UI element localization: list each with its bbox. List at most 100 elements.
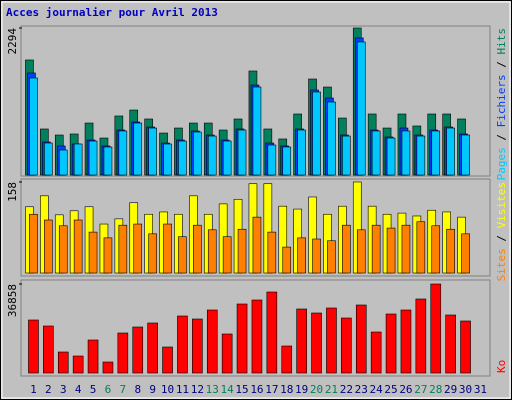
bar: [236, 303, 248, 374]
x-tick-label: 28: [429, 383, 442, 396]
x-tick-label: 25: [384, 383, 397, 396]
x-tick-label: 22: [340, 383, 353, 396]
bar: [206, 309, 218, 374]
bar: [148, 233, 157, 274]
x-tick-label: 14: [221, 383, 235, 396]
bar: [178, 140, 187, 176]
bar: [252, 216, 262, 274]
bar: [415, 298, 427, 374]
bar: [177, 315, 188, 374]
x-tick-label: 12: [191, 383, 204, 396]
bar: [312, 91, 321, 176]
bar: [282, 146, 292, 176]
bar: [282, 246, 292, 274]
bar: [446, 228, 455, 274]
bar: [386, 137, 396, 176]
bar: [431, 225, 441, 274]
bar: [266, 291, 278, 374]
bar: [267, 231, 277, 274]
bar: [163, 143, 172, 176]
bar: [103, 146, 113, 176]
x-tick-label: 24: [370, 383, 384, 396]
bar: [370, 331, 382, 374]
x-tick-label: 10: [161, 383, 174, 396]
bar: [342, 135, 351, 176]
x-tick-label: 5: [90, 383, 97, 396]
bar: [401, 224, 411, 274]
bar: [87, 339, 99, 374]
x-tick-label: 7: [120, 383, 127, 396]
bar: [355, 304, 367, 374]
bar: [297, 129, 306, 176]
x-tick-label: 1: [30, 383, 37, 396]
bar: [460, 320, 471, 374]
bar: [251, 299, 263, 374]
x-tick-label: 19: [295, 383, 308, 396]
bar: [386, 227, 396, 274]
bar: [221, 333, 233, 374]
legend-entry: Fichiers: [495, 74, 508, 127]
x-tick-label: 11: [176, 383, 189, 396]
bar: [312, 238, 321, 274]
bar: [58, 225, 68, 274]
bar: [193, 131, 202, 176]
bar: [207, 229, 217, 274]
legend: Ko: [495, 360, 508, 373]
bar: [237, 228, 247, 274]
bar: [267, 144, 277, 176]
y-tick-label: 2294: [6, 28, 19, 55]
bar: [73, 143, 83, 176]
bar: [430, 283, 442, 374]
x-tick-label: 8: [134, 383, 141, 396]
bar: [207, 135, 217, 176]
bar: [118, 224, 128, 274]
bar: [356, 41, 366, 176]
x-tick-label: 20: [310, 383, 323, 396]
bar: [29, 77, 38, 176]
bar: [148, 127, 157, 176]
chart-title: Acces journalier pour Avril 2013: [6, 6, 218, 19]
bar: [72, 355, 84, 374]
x-tick-label: 17: [265, 383, 278, 396]
legend-entry: Ko: [495, 360, 508, 373]
bar: [222, 236, 232, 274]
legend: Pages / Fichiers / Hits: [495, 28, 508, 180]
bar: [311, 312, 322, 374]
bar: [326, 307, 337, 374]
bar: [43, 325, 54, 374]
bar: [88, 231, 98, 274]
bar: [371, 224, 381, 274]
bar: [401, 130, 411, 176]
bar: [178, 236, 187, 274]
legend-entry: Sites: [495, 248, 508, 281]
bar: [44, 219, 53, 274]
x-tick-label: 18: [280, 383, 293, 396]
bar: [461, 134, 470, 176]
legend-entry: Visites: [495, 182, 508, 228]
x-tick-label: 21: [325, 383, 338, 396]
bar: [341, 317, 352, 374]
x-tick-label: 9: [149, 383, 156, 396]
bar: [327, 101, 336, 176]
bar: [29, 213, 38, 274]
legend-separator: /: [495, 228, 508, 248]
bar: [371, 130, 381, 176]
x-tick-label: 23: [355, 383, 368, 396]
x-tick-label: 3: [60, 383, 67, 396]
bar: [162, 346, 173, 374]
bar: [446, 127, 455, 176]
bar: [356, 229, 366, 274]
bar: [192, 318, 203, 374]
bar: [431, 130, 441, 176]
x-tick-label: 27: [414, 383, 427, 396]
bar: [193, 224, 202, 274]
bar: [58, 149, 68, 176]
bar: [118, 130, 128, 176]
bar: [147, 322, 158, 374]
legend-entry: Hits: [495, 28, 508, 55]
x-tick-label: 30: [459, 383, 472, 396]
x-tick-label: 16: [250, 383, 263, 396]
bar: [385, 313, 397, 374]
legend-separator: /: [495, 55, 508, 75]
